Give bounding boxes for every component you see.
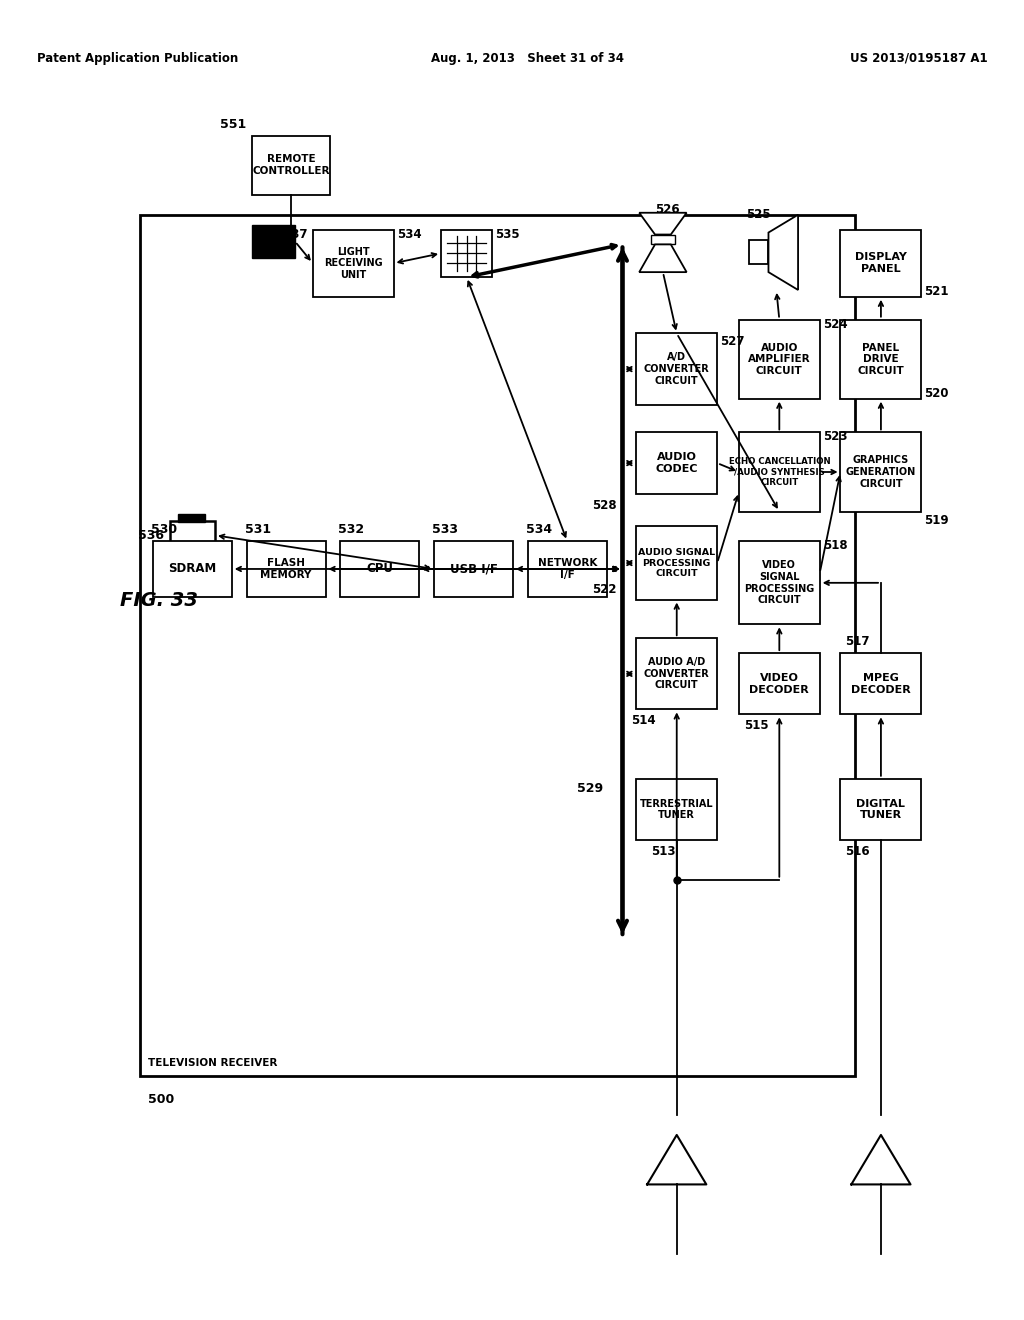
Text: 537: 537 xyxy=(284,227,307,240)
Text: 528: 528 xyxy=(592,499,616,512)
Text: 518: 518 xyxy=(822,540,847,552)
Text: Patent Application Publication: Patent Application Publication xyxy=(37,51,238,65)
Bar xyxy=(441,230,493,277)
Text: US 2013/0195187 A1: US 2013/0195187 A1 xyxy=(850,51,987,65)
Bar xyxy=(340,541,419,597)
Bar xyxy=(636,779,717,840)
Text: PANEL
DRIVE
CIRCUIT: PANEL DRIVE CIRCUIT xyxy=(857,343,904,376)
Text: 534: 534 xyxy=(525,523,552,536)
Text: 516: 516 xyxy=(846,845,870,858)
Bar xyxy=(434,541,513,597)
Text: NETWORK
I/F: NETWORK I/F xyxy=(538,558,597,579)
Polygon shape xyxy=(639,244,687,272)
Text: 535: 535 xyxy=(496,227,520,240)
Text: 526: 526 xyxy=(655,203,680,216)
Text: TERRESTRIAL
TUNER: TERRESTRIAL TUNER xyxy=(640,799,714,820)
Bar xyxy=(636,433,717,494)
Text: AUDIO SIGNAL
PROCESSING
CIRCUIT: AUDIO SIGNAL PROCESSING CIRCUIT xyxy=(638,548,716,578)
Text: REMOTE
CONTROLLER: REMOTE CONTROLLER xyxy=(252,154,330,176)
Bar xyxy=(739,541,820,624)
Bar xyxy=(140,215,855,1076)
Bar xyxy=(177,513,205,523)
Bar xyxy=(636,334,717,405)
Bar xyxy=(841,230,922,297)
Text: 500: 500 xyxy=(148,1093,174,1106)
Bar xyxy=(636,639,717,709)
Bar xyxy=(153,541,231,597)
Text: MPEG
DECODER: MPEG DECODER xyxy=(851,673,910,694)
Text: 532: 532 xyxy=(338,523,365,536)
Bar xyxy=(252,224,295,259)
Text: 522: 522 xyxy=(592,583,616,597)
Text: LIGHT
RECEIVING
UNIT: LIGHT RECEIVING UNIT xyxy=(324,247,383,280)
Bar xyxy=(170,521,215,549)
Text: AUDIO A/D
CONVERTER
CIRCUIT: AUDIO A/D CONVERTER CIRCUIT xyxy=(644,657,710,690)
Text: TELEVISION RECEIVER: TELEVISION RECEIVER xyxy=(148,1057,278,1068)
Bar xyxy=(651,235,675,244)
Bar xyxy=(739,653,820,714)
Text: FLASH
MEMORY: FLASH MEMORY xyxy=(260,558,311,579)
Text: 523: 523 xyxy=(822,430,847,444)
Bar xyxy=(749,240,768,264)
Bar xyxy=(841,653,922,714)
Text: 525: 525 xyxy=(746,207,771,220)
Bar xyxy=(252,136,331,195)
Text: 513: 513 xyxy=(651,845,676,858)
Text: 534: 534 xyxy=(396,227,421,240)
Text: SDRAM: SDRAM xyxy=(168,562,216,576)
Text: 520: 520 xyxy=(925,387,949,400)
Bar xyxy=(841,433,922,512)
Text: 514: 514 xyxy=(632,714,656,727)
Text: 519: 519 xyxy=(925,513,949,527)
Text: VIDEO
SIGNAL
PROCESSING
CIRCUIT: VIDEO SIGNAL PROCESSING CIRCUIT xyxy=(744,561,814,606)
Text: 524: 524 xyxy=(822,318,847,330)
Text: 530: 530 xyxy=(151,523,177,536)
Bar xyxy=(841,779,922,840)
Text: A/D
CONVERTER
CIRCUIT: A/D CONVERTER CIRCUIT xyxy=(644,352,710,385)
Text: 531: 531 xyxy=(245,523,270,536)
Text: 527: 527 xyxy=(720,335,744,348)
Text: 533: 533 xyxy=(432,523,458,536)
Bar xyxy=(739,433,820,512)
Text: ECHO CANCELLATION
/AUDIO SYNTHESIS
CIRCUIT: ECHO CANCELLATION /AUDIO SYNTHESIS CIRCU… xyxy=(728,457,830,487)
Bar xyxy=(312,230,393,297)
Bar xyxy=(636,527,717,599)
Text: AUDIO
CODEC: AUDIO CODEC xyxy=(655,453,698,474)
Polygon shape xyxy=(639,213,687,235)
Text: 536: 536 xyxy=(138,529,164,541)
Text: DISPLAY
PANEL: DISPLAY PANEL xyxy=(855,252,907,275)
Text: DIGITAL
TUNER: DIGITAL TUNER xyxy=(856,799,905,820)
Text: 521: 521 xyxy=(925,285,949,298)
Bar xyxy=(247,541,326,597)
Text: VIDEO
DECODER: VIDEO DECODER xyxy=(750,673,809,694)
Text: USB I/F: USB I/F xyxy=(450,562,498,576)
Bar xyxy=(739,319,820,399)
Text: CPU: CPU xyxy=(367,562,393,576)
Text: 551: 551 xyxy=(220,117,247,131)
Text: FIG. 33: FIG. 33 xyxy=(121,591,199,610)
Bar xyxy=(841,319,922,399)
Text: GRAPHICS
GENERATION
CIRCUIT: GRAPHICS GENERATION CIRCUIT xyxy=(846,455,916,488)
Text: 517: 517 xyxy=(846,635,870,648)
Polygon shape xyxy=(768,215,798,290)
Bar xyxy=(527,541,606,597)
Text: 529: 529 xyxy=(577,783,603,795)
Text: AUDIO
AMPLIFIER
CIRCUIT: AUDIO AMPLIFIER CIRCUIT xyxy=(748,343,811,376)
Text: Aug. 1, 2013   Sheet 31 of 34: Aug. 1, 2013 Sheet 31 of 34 xyxy=(431,51,624,65)
Text: 515: 515 xyxy=(743,719,768,733)
